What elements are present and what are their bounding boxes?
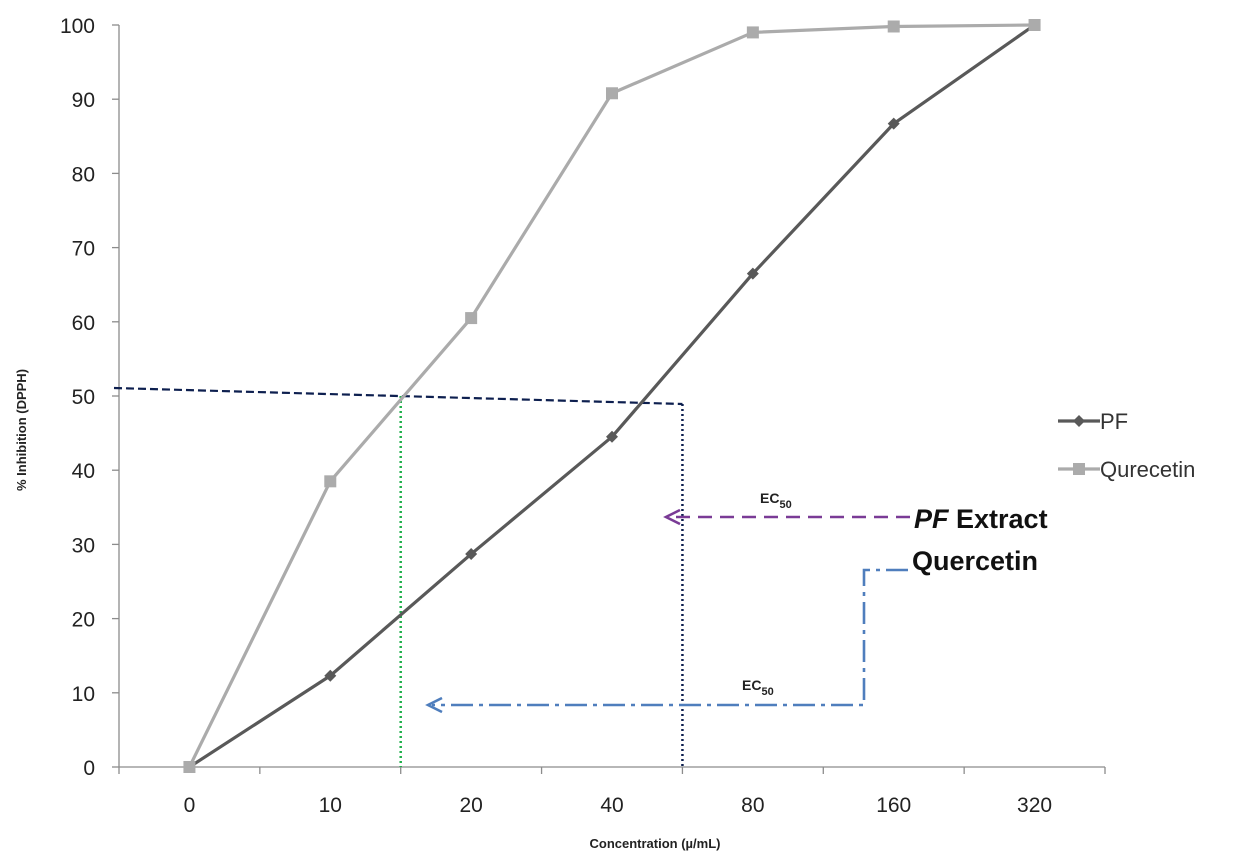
data-point-qurecetin — [1028, 19, 1041, 31]
data-point-pf — [465, 548, 478, 561]
legend: PF Qurecetin — [1058, 409, 1195, 482]
x-tick-label: 160 — [876, 794, 911, 817]
annotations: EC50 EC50 PF Extract Quercetin — [425, 490, 1048, 714]
y-tick-label: 40 — [72, 460, 95, 483]
data-point-pf — [887, 117, 900, 130]
data-point-pf — [746, 267, 759, 280]
data-point-qurecetin — [465, 312, 478, 325]
x-tick-label: 40 — [600, 794, 623, 817]
data-point-qurecetin — [324, 475, 337, 488]
x-tick-label: 320 — [1017, 794, 1052, 817]
chart-axes: 0 10 20 30 40 50 60 70 80 90 100 0 10 20 40 80 160 320 Con… — [14, 15, 1106, 851]
y-tick-label: 90 — [72, 89, 95, 112]
ec50-horizontal-line — [113, 386, 683, 406]
data-point-qurecetin — [887, 20, 900, 33]
x-tick-label: 80 — [741, 794, 764, 817]
y-tick-label: 0 — [83, 757, 95, 780]
pf-ec50-label: EC50 — [760, 490, 792, 511]
pf-ec50-arrowhead — [663, 508, 681, 526]
data-point-qurecetin — [183, 761, 196, 773]
series-line-qurecetin — [187, 23, 1035, 768]
x-tick-label: 20 — [459, 794, 482, 817]
y-tick-label: 60 — [72, 312, 95, 335]
data-point-qurecetin — [746, 26, 759, 39]
quercetin-label: Quercetin — [912, 546, 1038, 576]
legend-label-qurecetin: Qurecetin — [1100, 457, 1195, 482]
y-tick-label: 100 — [60, 15, 95, 38]
series-line-pf — [188, 23, 1036, 769]
y-tick-label: 80 — [72, 163, 95, 186]
y-tick-label: 70 — [72, 238, 95, 261]
x-axis-title: Concentration (µ/mL) — [590, 836, 721, 851]
y-tick-label: 10 — [72, 683, 95, 706]
legend-marker-qurecetin — [1073, 463, 1085, 475]
series-layer — [183, 19, 1041, 773]
data-point-qurecetin — [606, 87, 618, 100]
ec50-guides — [113, 386, 684, 767]
x-tick-label: 10 — [319, 794, 342, 817]
legend-label-pf: PF — [1100, 409, 1128, 434]
data-point-pf — [324, 669, 337, 682]
pf-extract-label: PF Extract — [914, 504, 1048, 534]
y-tick-label: 30 — [72, 534, 95, 557]
quercetin-ec50-arrow-line — [432, 568, 908, 707]
y-axis-title: % Inhibition (DPPH) — [14, 369, 29, 491]
y-tick-label: 20 — [72, 609, 95, 632]
legend-marker-pf — [1073, 415, 1085, 427]
quercetin-ec50-arrowhead — [425, 696, 443, 714]
data-point-pf — [606, 430, 618, 443]
quercetin-ec50-label: EC50 — [742, 677, 774, 698]
x-tick-label: 0 — [184, 794, 196, 817]
y-tick-label: 50 — [72, 386, 95, 409]
